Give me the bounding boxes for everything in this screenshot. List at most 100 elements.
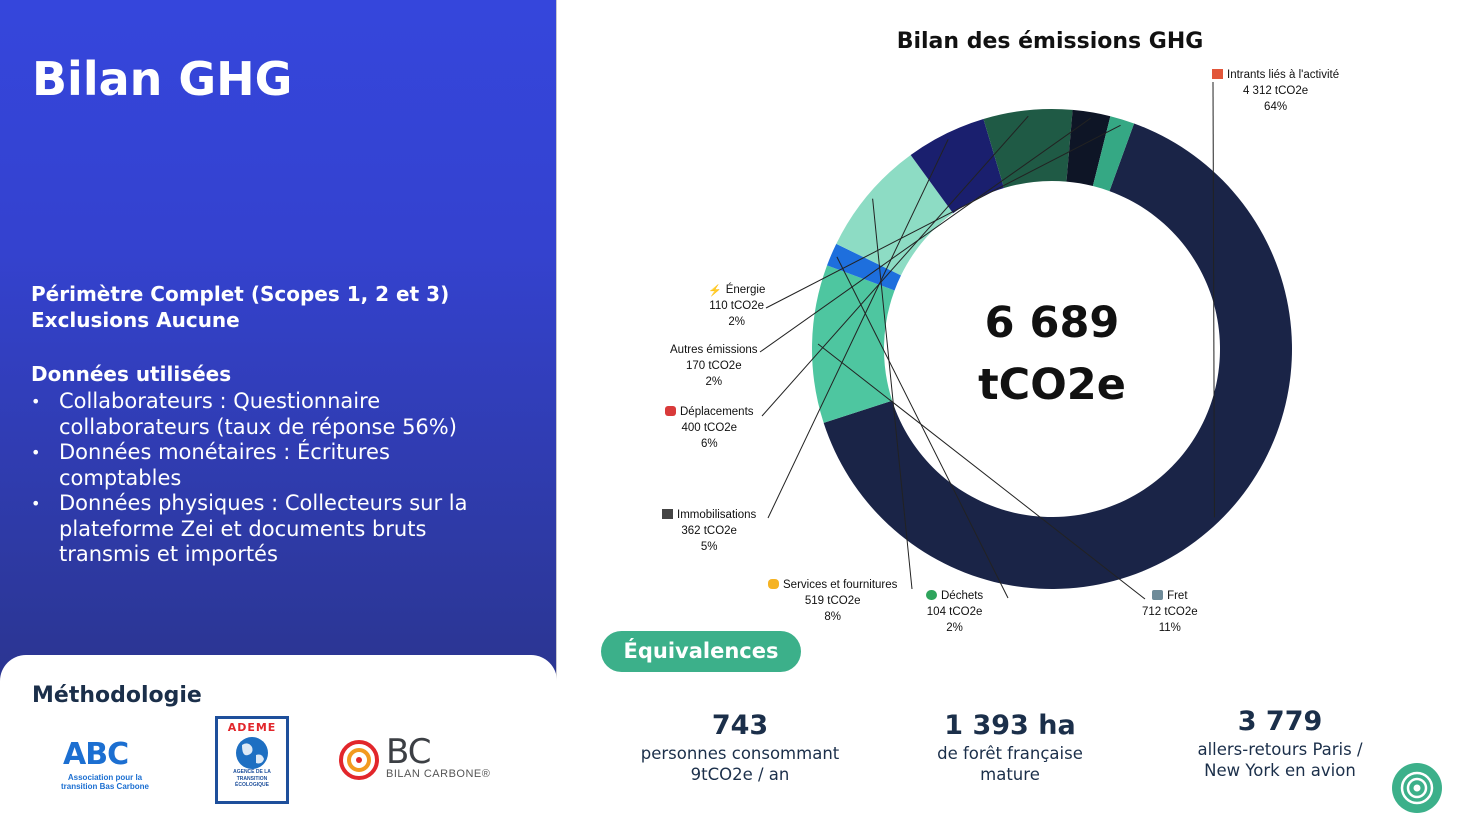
bullet: • — [31, 443, 41, 462]
slice-label-percent: 11% — [1158, 622, 1181, 634]
slice-label-name: Services et fournitures — [783, 579, 898, 591]
equivalence-text: 9tCO2e / an — [690, 765, 790, 784]
list-item: • Collaborateurs : Questionnaire collabor… — [31, 389, 501, 440]
slice-label-value: 110 tCO2e — [709, 300, 765, 312]
list-item-text: Collaborateurs : Questionnaire collabora… — [59, 389, 457, 439]
list-item-text: Données monétaires : Écritures comptable… — [59, 440, 390, 490]
slice-label-dechets: Déchets 104 tCO2e 2% — [926, 588, 983, 636]
lightning-icon: ⚡ — [708, 285, 722, 297]
equivalence-text: personnes consommant — [640, 744, 840, 763]
slice-label-percent: 2% — [705, 376, 723, 388]
slice-label-percent: 2% — [946, 622, 963, 634]
abc-logo-text-line: transition Bas Carbone — [60, 782, 149, 791]
chart-title: Bilan des émissions GHG — [896, 29, 1204, 54]
leader-line-immobilisations — [767, 139, 949, 519]
data-used-title: Données utilisées — [31, 362, 232, 386]
ademe-logo-subtitle-line: ÉCOLOGIQUE — [235, 782, 269, 788]
equivalence-forest: 1 393 ha de forêt française mature — [910, 709, 1110, 785]
data-used-list: • Collaborateurs : Questionnaire collabor… — [31, 389, 531, 568]
slice-label-name: Immobilisations — [677, 509, 757, 521]
abc-logo: ABC Association pour la transition Bas C… — [55, 737, 155, 799]
equivalences-title: Équivalences — [601, 631, 801, 672]
equivalence-text: de forêt française — [937, 744, 1083, 763]
ademe-logo-subtitle-line: TRANSITION — [236, 775, 268, 782]
page-title: Bilan GHG — [32, 52, 293, 106]
abc-logo-text-line: Association pour la — [67, 773, 143, 782]
donut-slice-immobilisations — [910, 118, 1005, 214]
scope-line: Périmètre Complet (Scopes 1, 2 et 3) — [31, 282, 450, 306]
spiral-icon — [1400, 771, 1434, 805]
left-panel: Bilan GHG Périmètre Complet (Scopes 1, 2… — [0, 0, 557, 822]
donut-slice-services — [836, 155, 954, 276]
slice-label-value: 519 tCO2e — [804, 595, 861, 607]
slice-label-value: 170 tCO2e — [685, 360, 742, 372]
donut-slice-fret — [812, 265, 895, 423]
equivalence-value: 743 — [711, 710, 769, 741]
equivalence-text: allers-retours Paris / — [1197, 740, 1363, 759]
slice-label-deplacements: Déplacements 400 tCO2e 6% — [665, 404, 754, 452]
spiral-logo — [1392, 763, 1442, 813]
bullet: • — [31, 494, 41, 513]
slice-label-percent: 64% — [1264, 101, 1288, 113]
slice-label-autres: Autres émissions 170 tCO2e 2% — [670, 342, 758, 390]
bilan-carbone-logo: BC BILAN CARBONE® — [338, 732, 498, 786]
slice-label-energie: ⚡ Énergie 110 tCO2e 2% — [708, 282, 765, 330]
bilan-carbone-text: BILAN CARBONE® — [386, 768, 491, 780]
list-item: • Données physiques : Collecteurs sur la … — [31, 491, 501, 568]
slice-label-immobilisations: Immobilisations 362 tCO2e 5% — [662, 507, 756, 555]
list-item: • Données monétaires : Écritures comptabl… — [31, 440, 501, 491]
methodology-title: Méthodologie — [32, 683, 202, 708]
slice-label-intrants: Intrants liés à l'activité 4 312 tCO2e 6… — [1212, 67, 1339, 115]
slice-label-value: 712 tCO2e — [1142, 606, 1198, 618]
slice-label-percent: 5% — [700, 541, 718, 553]
slice-label-name: Déchets — [941, 590, 984, 602]
slice-label-services: Services et fournitures 519 tCO2e 8% — [768, 577, 897, 625]
car-icon — [665, 406, 676, 416]
donut-slice-intrants — [823, 123, 1293, 590]
ademe-logo: ADEME AGENCE DE LA TRANSITION ÉCOLOGIQUE — [215, 716, 289, 804]
abc-logo-mark: ABC — [63, 737, 129, 772]
slice-label-percent: 6% — [700, 438, 718, 450]
slice-label-value: 362 tCO2e — [681, 525, 737, 537]
leader-line-deplacements — [761, 115, 1029, 417]
leader-line-energie — [765, 124, 1121, 309]
recycle-icon — [926, 590, 937, 600]
equivalence-value: 3 779 — [1237, 706, 1323, 737]
donut-slice-deplacements — [983, 108, 1073, 188]
slice-label-value: 4 312 tCO2e — [1242, 85, 1309, 97]
brick-icon — [1212, 69, 1223, 79]
slice-label-percent: 8% — [824, 611, 842, 623]
slice-label-name: Fret — [1167, 590, 1188, 602]
leader-line-fret — [817, 343, 1146, 600]
slice-label-value: 104 tCO2e — [926, 606, 983, 618]
leader-line-intrants — [1212, 81, 1215, 518]
bilan-carbone-mark: BC — [386, 732, 431, 772]
exclusions-line: Exclusions Aucune — [31, 308, 240, 332]
equivalence-value: 1 393 ha — [944, 710, 1076, 741]
truck-icon — [1152, 590, 1164, 600]
donut-slice-dechets — [827, 243, 901, 291]
slice-label-percent: 2% — [728, 316, 745, 328]
list-item-text: Données physiques : Collecteurs sur la p… — [59, 491, 468, 566]
slice-label-name: Autres émissions — [670, 344, 758, 356]
ademe-logo-name: ADEME — [227, 721, 277, 734]
ademe-logo-subtitle: AGENCE DE LA TRANSITION ÉCOLOGIQUE — [218, 769, 286, 789]
scope-block: Périmètre Complet (Scopes 1, 2 et 3) Exc… — [31, 281, 531, 568]
donut-slice-autres — [1066, 109, 1111, 187]
bullet: • — [31, 392, 41, 411]
abc-logo-text: Association pour la transition Bas Carbo… — [55, 773, 155, 791]
donut-slice-energie — [1092, 116, 1135, 192]
equivalence-flights: 3 779 allers-retours Paris / New York en… — [1170, 705, 1390, 781]
equivalence-persons: 743 personnes consommant 9tCO2e / an — [630, 709, 850, 785]
donut-center-unit: tCO2e — [978, 360, 1126, 410]
slice-label-name: Intrants liés à l'activité — [1227, 69, 1340, 81]
equivalence-text: mature — [980, 765, 1040, 784]
leader-line-autres — [759, 117, 1091, 353]
slice-label-fret: Fret 712 tCO2e 11% — [1142, 588, 1198, 636]
flexed-arm-icon — [768, 579, 779, 589]
factory-icon — [662, 509, 673, 519]
ademe-logo-subtitle-line: AGENCE DE LA — [233, 769, 271, 775]
donut-center-value: 6 689 — [984, 298, 1120, 348]
slice-label-name: Déplacements — [680, 406, 754, 418]
leader-line-services — [872, 198, 913, 590]
